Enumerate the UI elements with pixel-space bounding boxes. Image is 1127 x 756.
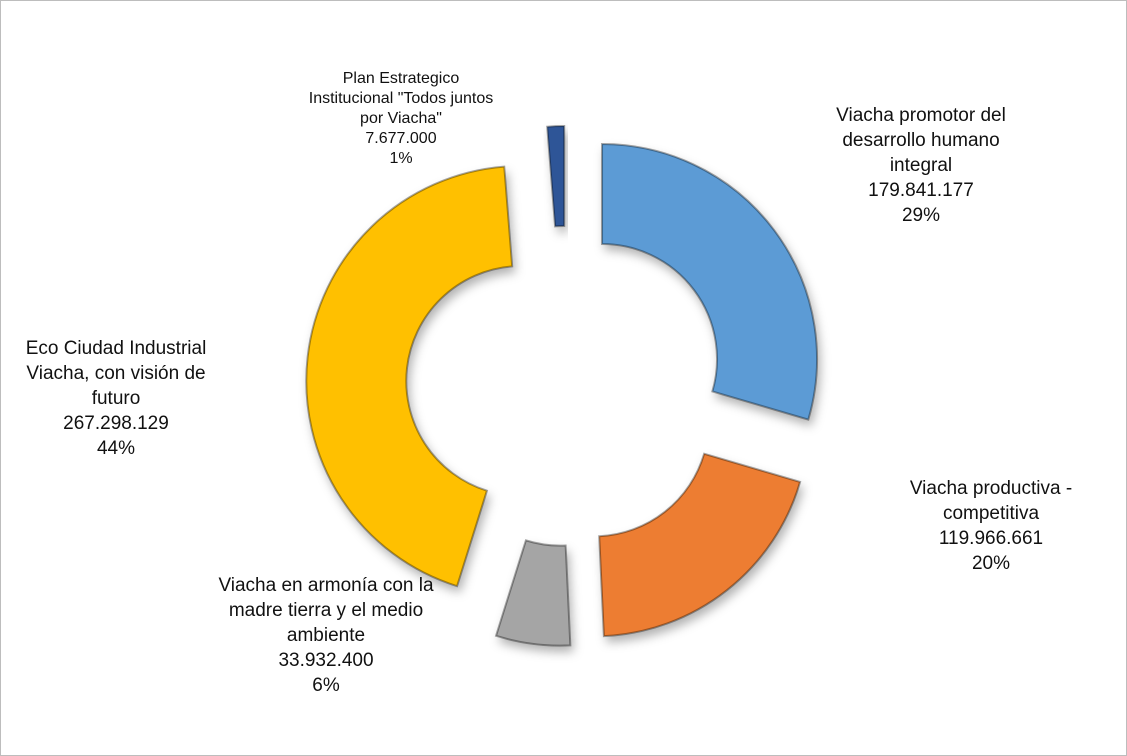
category-label: Eco Ciudad Industrial Viacha, con visión…	[25, 338, 207, 409]
category-label: Plan Estrategico Institucional "Todos ju…	[308, 70, 494, 127]
data-label: Viacha productiva - competitiva 119.966.6…	[871, 476, 1111, 576]
data-label: Plan Estrategico Institucional "Todos ju…	[301, 69, 501, 169]
data-label: Eco Ciudad Industrial Viacha, con visión…	[16, 336, 216, 461]
value-label: 119.966.661	[938, 528, 1044, 549]
donut-slice	[598, 452, 802, 638]
donut-slice	[494, 539, 572, 647]
category-label: Viacha productiva - competitiva	[909, 478, 1073, 524]
category-label: Viacha en armonía con la madre tierra y …	[218, 575, 434, 646]
percent-label: 20%	[971, 553, 1011, 574]
percent-label: 1%	[389, 150, 413, 167]
percent-label: 6%	[312, 675, 340, 696]
value-label: 179.841.177	[868, 180, 974, 201]
value-label: 33.932.400	[278, 650, 374, 671]
data-label: Viacha promotor del desarrollo humano in…	[821, 103, 1021, 228]
donut-slice	[601, 143, 819, 421]
donut-slice	[546, 125, 566, 228]
percent-label: 44%	[96, 438, 136, 459]
donut-slice	[305, 165, 514, 588]
value-label: 267.298.129	[63, 413, 169, 434]
data-label: Viacha en armonía con la madre tierra y …	[216, 573, 436, 698]
value-label: 7.677.000	[365, 130, 437, 147]
category-label: Viacha promotor del desarrollo humano in…	[836, 105, 1006, 176]
percent-label: 29%	[901, 205, 941, 226]
